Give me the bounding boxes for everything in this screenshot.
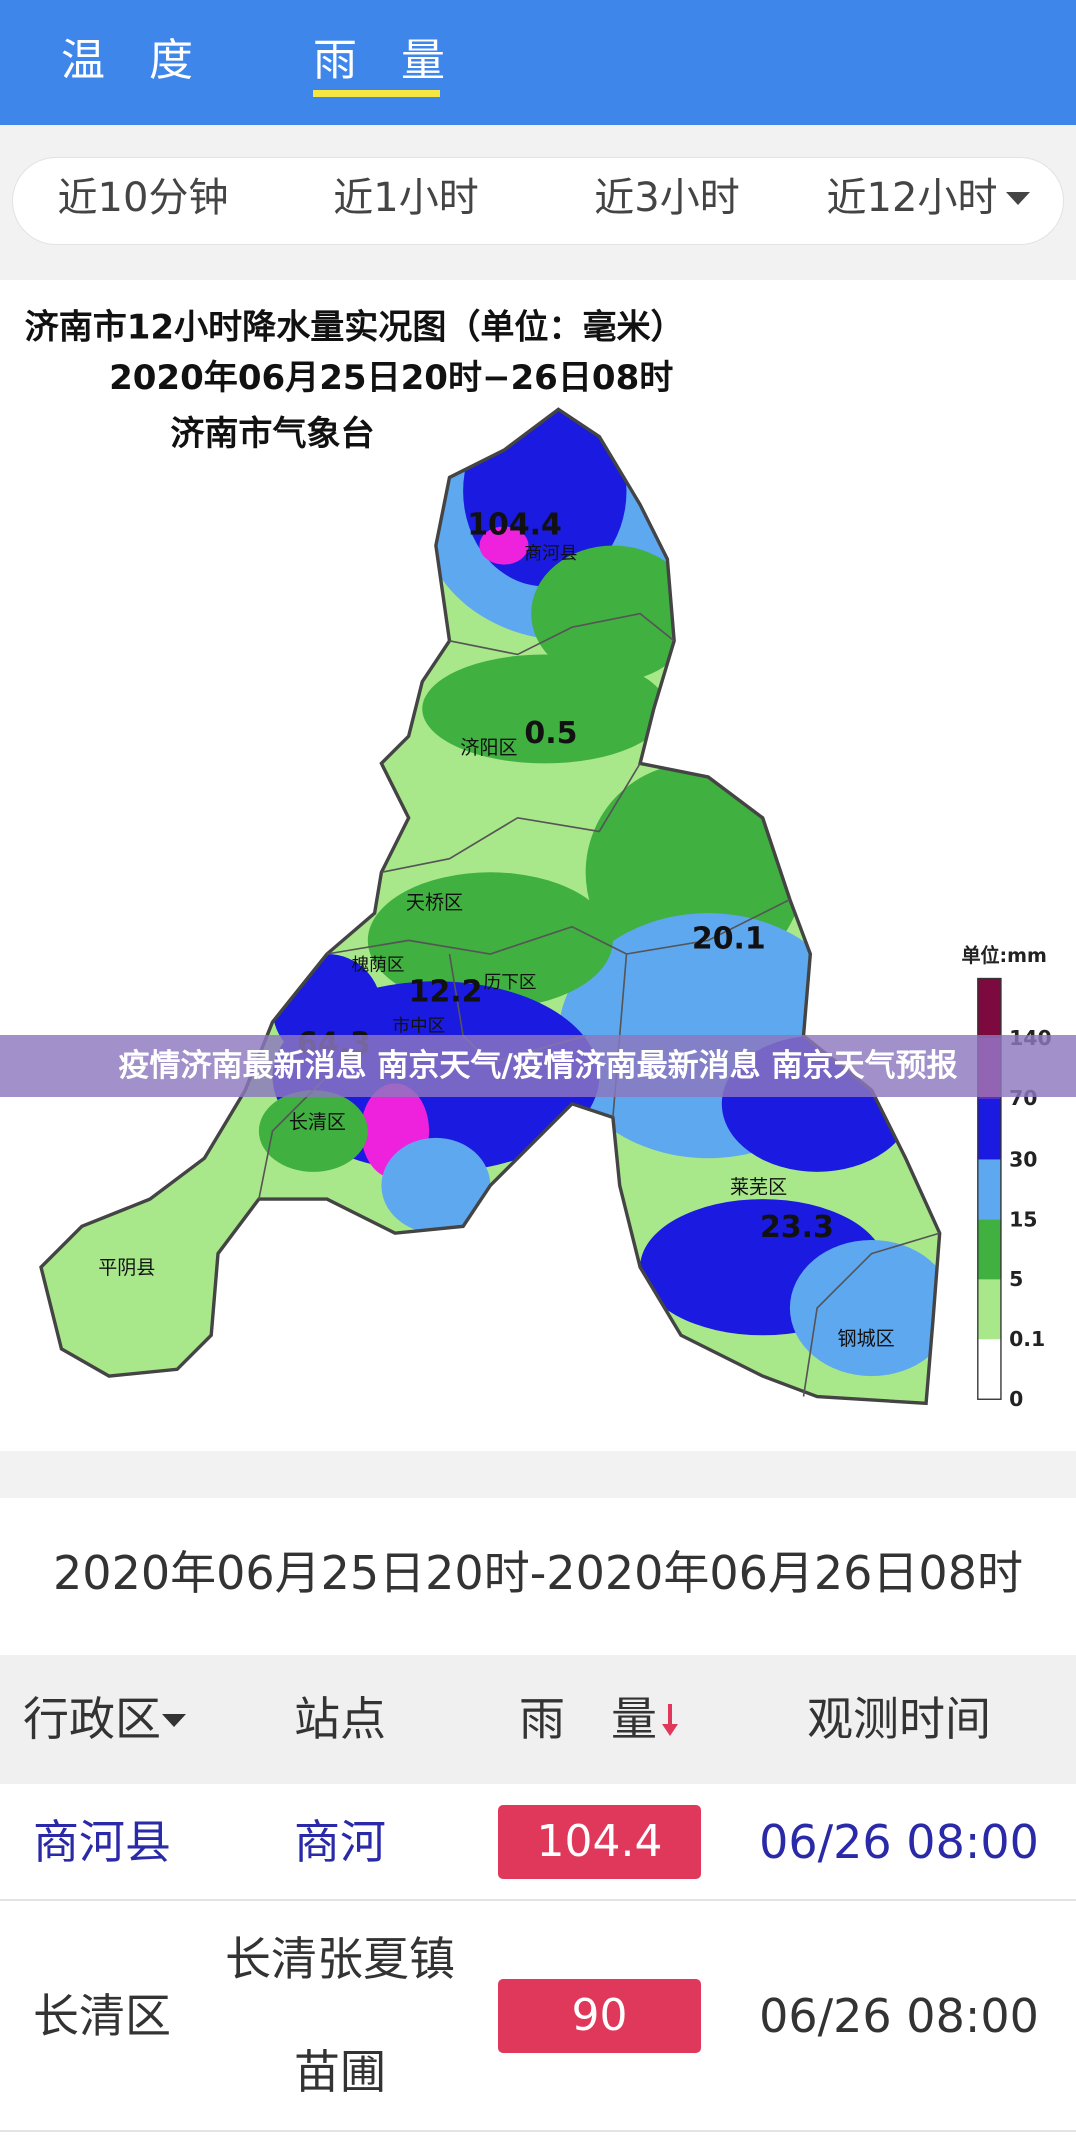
sort-desc-icon xyxy=(662,1704,678,1736)
time-filter[interactable]: 近12小时 xyxy=(826,175,998,221)
map-place-label: 长清区 xyxy=(289,1111,346,1133)
district-cell: 商河县 xyxy=(33,1815,171,1869)
tab[interactable]: 温 度 xyxy=(61,35,193,86)
row-divider xyxy=(0,2130,1076,2132)
map-title-line: 济南市气象台 xyxy=(170,414,374,454)
map-place-label: 钢城区 xyxy=(838,1328,895,1350)
header-cell[interactable]: 行政区 xyxy=(23,1692,161,1746)
map-place-label: 莱芜区 xyxy=(730,1177,787,1199)
station-cell: 长清张夏镇 xyxy=(225,1932,455,1986)
filter-pill xyxy=(12,157,1064,245)
map-labels: 104.4 商河县 济阳区 0.5 天桥区 20.1 槐荫区 12.2 历下区 … xyxy=(98,508,895,1350)
time-cell: 06/26 08:00 xyxy=(759,1815,1039,1869)
time-filter[interactable]: 近3小时 xyxy=(594,175,740,221)
active-tab-underline xyxy=(313,90,440,97)
legend-level: 0 xyxy=(1009,1387,1023,1411)
rain-map: 济南市12小时降水量实况图（单位：毫米） 2020年06月25日20时−26日0… xyxy=(0,280,1076,1451)
header-cell: 观测时间 xyxy=(807,1692,991,1746)
sort-dropdown-icon xyxy=(162,1714,186,1727)
rain-badge: 90 xyxy=(498,1978,701,2053)
row-divider xyxy=(0,1899,1076,1901)
map-value-label: 0.5 xyxy=(524,716,577,751)
legend-unit: 单位:mm xyxy=(961,944,1046,967)
top-bar xyxy=(0,0,1076,125)
dropdown-icon xyxy=(1006,192,1030,205)
district-cell: 长清区 xyxy=(33,1988,171,2043)
section-gap xyxy=(0,1451,1076,1498)
map-place-label: 商河县 xyxy=(524,543,577,564)
map-value-label: 23.3 xyxy=(760,1210,834,1245)
map-value-label: 20.1 xyxy=(692,922,766,957)
station-cell: 苗圃 xyxy=(294,2045,386,2099)
header-cell[interactable]: 雨 量 xyxy=(519,1692,657,1746)
map-title-line: 2020年06月25日20时−26日08时 xyxy=(109,358,673,398)
map-place-label: 历下区 xyxy=(484,973,537,993)
rain-badge: 104.4 xyxy=(498,1805,701,1879)
map-place-label: 天桥区 xyxy=(406,892,463,914)
map-place-label: 槐荫区 xyxy=(351,954,404,975)
time-filter[interactable]: 近10分钟 xyxy=(57,175,229,221)
map-value-label: 104.4 xyxy=(467,508,562,543)
legend-level: 0.1 xyxy=(1009,1327,1045,1351)
map-place-label: 平阴县 xyxy=(98,1257,155,1279)
overlay-banner: 疫情济南最新消息 南京天气/疫情济南最新消息 南京天气预报 xyxy=(0,1035,1076,1097)
time-filter[interactable]: 近1小时 xyxy=(333,175,479,221)
period-title: 2020年06月25日20时-2020年06月26日08时 xyxy=(53,1546,1023,1600)
legend-level: 30 xyxy=(1009,1147,1037,1171)
station-cell: 商河 xyxy=(294,1815,386,1869)
map-legend: 单位:mm 14070301550.10 xyxy=(961,944,1051,1411)
map-place-label: 济阳区 xyxy=(460,737,517,759)
map-title-line: 济南市12小时降水量实况图（单位：毫米） xyxy=(25,308,685,348)
tab[interactable]: 雨 量 xyxy=(313,35,445,86)
time-cell: 06/26 08:00 xyxy=(759,1988,1039,2043)
legend-level: 5 xyxy=(1009,1267,1023,1291)
map-value-label: 12.2 xyxy=(409,975,483,1010)
map-title: 济南市12小时降水量实况图（单位：毫米） 2020年06月25日20时−26日0… xyxy=(25,308,685,454)
header-cell: 站点 xyxy=(294,1692,386,1746)
map-place-label: 市中区 xyxy=(392,1016,445,1037)
legend-level: 15 xyxy=(1009,1207,1037,1231)
